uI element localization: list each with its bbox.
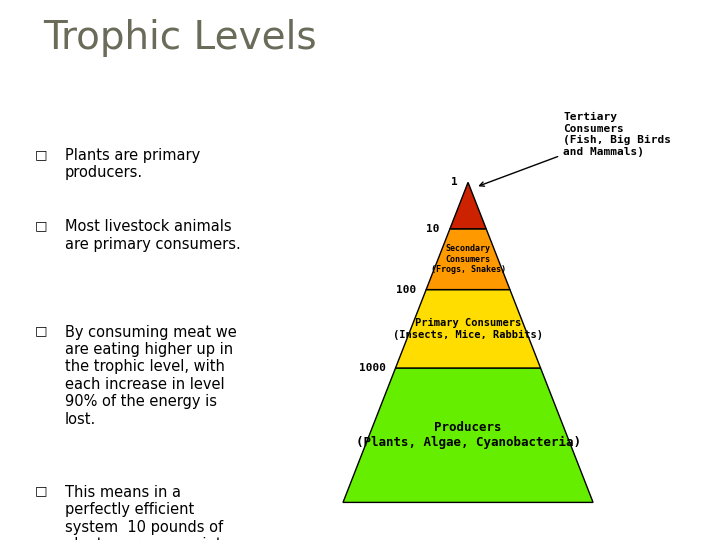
Text: 10: 10 [426,224,440,234]
Text: Tertiary
Consumers
(Fish, Big Birds
and Mammals): Tertiary Consumers (Fish, Big Birds and … [480,112,671,186]
Text: 1000: 1000 [359,363,385,373]
Text: □: □ [35,148,48,161]
Text: 1: 1 [451,178,458,187]
Text: 100: 100 [396,285,416,295]
Text: Producers
(Plants, Algae, Cyanobacteria): Producers (Plants, Algae, Cyanobacteria) [356,421,580,449]
Polygon shape [395,289,541,368]
Text: Trophic Levels: Trophic Levels [43,19,317,57]
Text: Plants are primary
producers.: Plants are primary producers. [65,148,200,180]
Text: Secondary
Consumers
(Frogs, Snakes): Secondary Consumers (Frogs, Snakes) [431,244,505,274]
Text: □: □ [35,485,48,498]
Polygon shape [426,229,510,289]
Text: □: □ [35,325,48,338]
Text: Most livestock animals
are primary consumers.: Most livestock animals are primary consu… [65,219,240,252]
Text: Primary Consumers
(Insects, Mice, Rabbits): Primary Consumers (Insects, Mice, Rabbit… [393,318,543,340]
Text: By consuming meat we
are eating higher up in
the trophic level, with
each increa: By consuming meat we are eating higher u… [65,325,237,427]
Polygon shape [343,368,593,502]
Text: This means in a
perfectly efficient
system  10 pounds of
plant energy goes into
: This means in a perfectly efficient syst… [65,485,230,540]
Polygon shape [450,183,486,229]
Text: □: □ [35,219,48,232]
